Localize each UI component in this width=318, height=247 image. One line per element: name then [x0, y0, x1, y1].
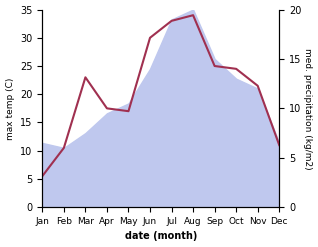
Y-axis label: max temp (C): max temp (C) — [5, 77, 15, 140]
X-axis label: date (month): date (month) — [125, 231, 197, 242]
Y-axis label: med. precipitation (kg/m2): med. precipitation (kg/m2) — [303, 48, 313, 169]
